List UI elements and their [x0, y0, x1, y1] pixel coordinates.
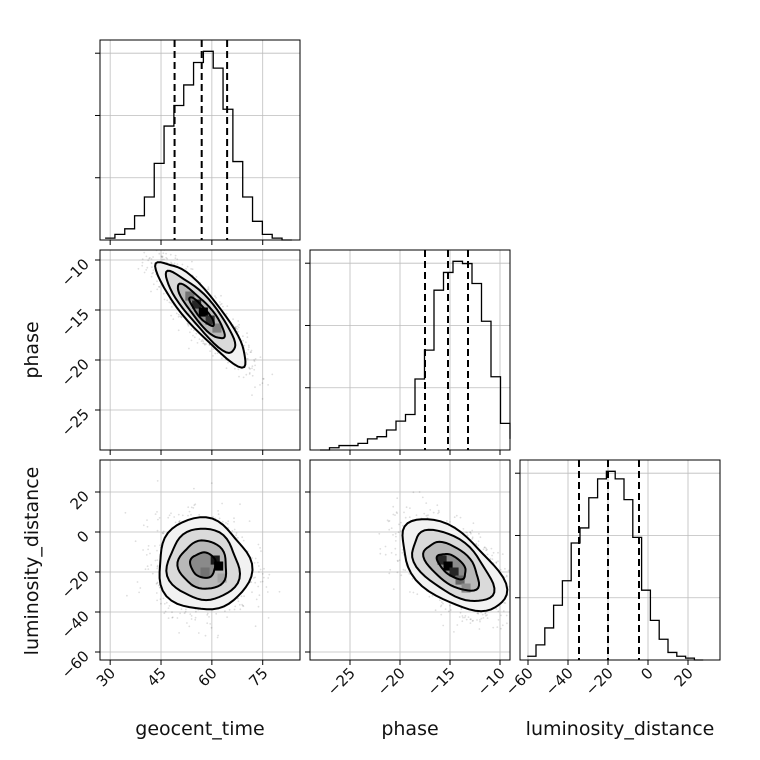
heat-cell-phase-vs-luminosity_distance-1	[443, 561, 453, 571]
x-tick-label-luminosity_distance-2: −20	[582, 664, 617, 699]
y-tick-label-luminosity_distance-2: −20	[58, 567, 93, 602]
density-contours	[154, 261, 509, 613]
contour-geocent_time-vs-phase-2	[176, 282, 226, 340]
x-tick-label-phase-2: −15	[424, 664, 459, 699]
tick-marks	[95, 52, 689, 665]
heat-cell-geocent_time-vs-phase-2	[205, 315, 215, 325]
x-tick-label-phase-0: −25	[324, 664, 359, 699]
contour-geocent_time-vs-phase-0	[154, 261, 247, 369]
heat-cell-phase-vs-luminosity_distance-4	[461, 583, 471, 593]
x-tick-label-phase-1: −20	[374, 664, 409, 699]
panel-frame-1-0	[99, 249, 301, 451]
panel-frame-2-1	[309, 459, 511, 661]
heat-cell-geocent_time-vs-phase-0	[192, 299, 202, 309]
x-axis-label-luminosity-distance: luminosity_distance	[526, 718, 715, 740]
contour-phase-vs-luminosity_distance-3	[435, 553, 467, 581]
x-tick-label-geocent_time-0: 30	[93, 664, 119, 690]
y-axis-label-phase: phase	[21, 321, 43, 378]
heat-cell-geocent_time-vs-phase-3	[185, 291, 195, 301]
panel-frames	[99, 39, 721, 661]
heat-cell-phase-vs-luminosity_distance-2	[449, 567, 459, 577]
histogram-luminosity_distance	[527, 470, 704, 661]
contour-phase-vs-luminosity_distance-1	[411, 528, 496, 603]
contour-geocent_time-vs-luminosity_distance-0	[158, 516, 254, 611]
y-tick-label-luminosity_distance-3: 0	[73, 527, 92, 546]
x-axis-label-phase: phase	[381, 718, 438, 740]
x-tick-label-geocent_time-2: 60	[194, 664, 220, 690]
histogram-geocent_time	[105, 50, 292, 241]
x-tick-label-luminosity_distance-1: −40	[542, 664, 577, 699]
panel-frame-0-0	[99, 39, 301, 241]
quantile-lines	[173, 40, 640, 660]
contour-geocent_time-vs-phase-1	[164, 269, 237, 355]
y-tick-label-phase-2: −15	[58, 305, 93, 340]
heat-cell-geocent_time-vs-luminosity_distance-1	[214, 561, 224, 571]
x-tick-label-geocent_time-1: 45	[144, 664, 170, 690]
heat-cell-geocent_time-vs-luminosity_distance-2	[200, 567, 210, 577]
x-tick-label-luminosity_distance-3: 0	[637, 664, 656, 683]
y-tick-label-luminosity_distance-1: −40	[58, 607, 93, 642]
x-tick-label-phase-3: −10	[474, 664, 509, 699]
contour-geocent_time-vs-luminosity_distance-3	[188, 551, 217, 579]
tick-labels: 30 45 60 75 −25 −20 −15 −10−60 −40 −20 0 20−25−20−1…	[58, 255, 697, 699]
panel-frame-2-2	[519, 459, 721, 661]
contour-phase-vs-luminosity_distance-2	[422, 540, 480, 592]
x-tick-label-luminosity_distance-4: 20	[671, 664, 697, 690]
heat-cell-phase-vs-luminosity_distance-0	[437, 555, 447, 565]
contour-geocent_time-vs-luminosity_distance-2	[176, 539, 228, 590]
panel-frame-2-0	[99, 459, 301, 661]
heat-cell-geocent_time-vs-phase-4	[212, 323, 222, 333]
density-heatmap	[155, 262, 508, 612]
y-tick-label-phase-3: −10	[58, 255, 93, 290]
heat-cell-geocent_time-vs-luminosity_distance-3	[190, 577, 200, 587]
heat-cell-geocent_time-vs-luminosity_distance-4	[217, 573, 227, 583]
y-tick-label-luminosity_distance-0: −60	[58, 647, 93, 682]
x-axis-label-geocent-time: geocent_time	[135, 718, 264, 740]
contour-phase-vs-luminosity_distance-0	[401, 518, 509, 613]
histogram-phase	[320, 260, 511, 451]
marginal-histograms	[105, 50, 704, 661]
y-tick-label-luminosity_distance-4: 20	[67, 487, 93, 513]
grid-lines	[100, 40, 720, 660]
y-tick-label-phase-0: −25	[58, 405, 93, 440]
contour-geocent_time-vs-luminosity_distance-1	[165, 527, 242, 602]
heat-cell-geocent_time-vs-phase-1	[198, 307, 208, 317]
y-axis-label-luminosity-distance: luminosity_distance	[21, 467, 43, 656]
x-tick-label-geocent_time-3: 75	[245, 664, 271, 690]
x-tick-label-luminosity_distance-0: −60	[502, 664, 537, 699]
contour-geocent_time-vs-phase-3	[188, 296, 215, 328]
panel-frame-1-1	[309, 249, 511, 451]
y-tick-label-phase-1: −20	[58, 355, 93, 390]
